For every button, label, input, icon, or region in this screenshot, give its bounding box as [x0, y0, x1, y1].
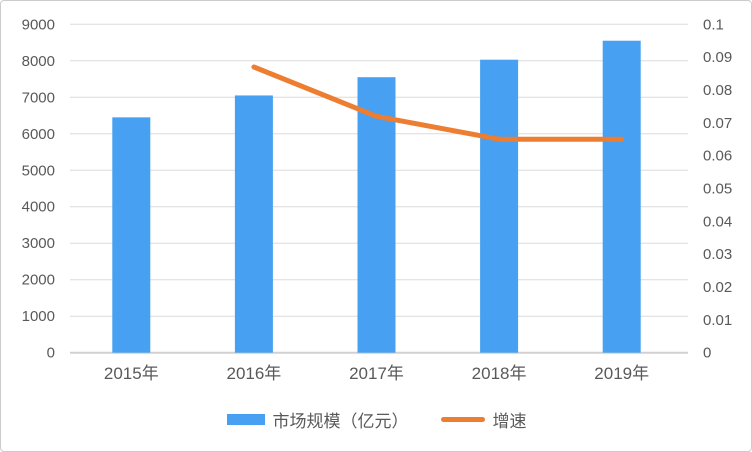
bar-2017 — [357, 77, 396, 353]
bar-2016 — [234, 95, 273, 353]
left-axis-tick-label: 0 — [47, 345, 55, 362]
legend-bar-swatch-icon — [226, 414, 265, 425]
legend: 市场规模（亿元） 增速 — [70, 407, 683, 432]
right-axis-tick-label: 0.08 — [703, 82, 732, 99]
left-axis-tick-label: 3000 — [22, 235, 55, 252]
left-axis-tick-label: 5000 — [22, 162, 55, 179]
legend-item-market-size: 市场规模（亿元） — [226, 407, 409, 432]
legend-line-swatch-icon — [440, 417, 485, 422]
left-axis-tick-label: 4000 — [22, 199, 55, 216]
x-axis-category-label: 2015年 — [104, 364, 159, 383]
left-axis-tick-label: 2000 — [22, 272, 55, 289]
right-axis-tick-label: 0.05 — [703, 181, 732, 198]
left-axis-tick-label: 6000 — [22, 126, 55, 143]
right-axis-tick-label: 0.06 — [703, 148, 732, 165]
growth-rate-line — [251, 64, 625, 142]
legend-label-market-size: 市场规模（亿元） — [272, 412, 409, 431]
bar-2015 — [112, 117, 151, 353]
x-axis-category-label: 2017年 — [349, 364, 404, 383]
left-axis-tick-label: 9000 — [22, 16, 55, 33]
legend-item-growth-rate: 增速 — [440, 407, 527, 432]
bar-2019 — [602, 40, 641, 353]
right-axis-tick-label: 0.1 — [703, 16, 724, 33]
x-axis-category-label: 2016年 — [226, 364, 281, 383]
x-axis-category-label: 2018年 — [472, 364, 527, 383]
right-axis-tick-label: 0.01 — [703, 312, 732, 329]
right-axis-tick-label: 0.04 — [703, 213, 732, 230]
left-axis-tick-label: 7000 — [22, 89, 55, 106]
bar-2018 — [480, 59, 519, 353]
x-axis-category-label: 2019年 — [594, 364, 649, 383]
left-axis-tick-label: 8000 — [22, 53, 55, 70]
right-axis-tick-label: 0.09 — [703, 49, 732, 66]
legend-label-growth-rate: 增速 — [492, 412, 527, 431]
right-axis-tick-label: 0.03 — [703, 246, 732, 263]
left-axis-tick-label: 1000 — [22, 308, 55, 325]
right-axis-tick-label: 0.02 — [703, 279, 732, 296]
right-axis-tick-label: 0.07 — [703, 115, 732, 132]
right-axis-tick-label: 0 — [703, 345, 711, 362]
